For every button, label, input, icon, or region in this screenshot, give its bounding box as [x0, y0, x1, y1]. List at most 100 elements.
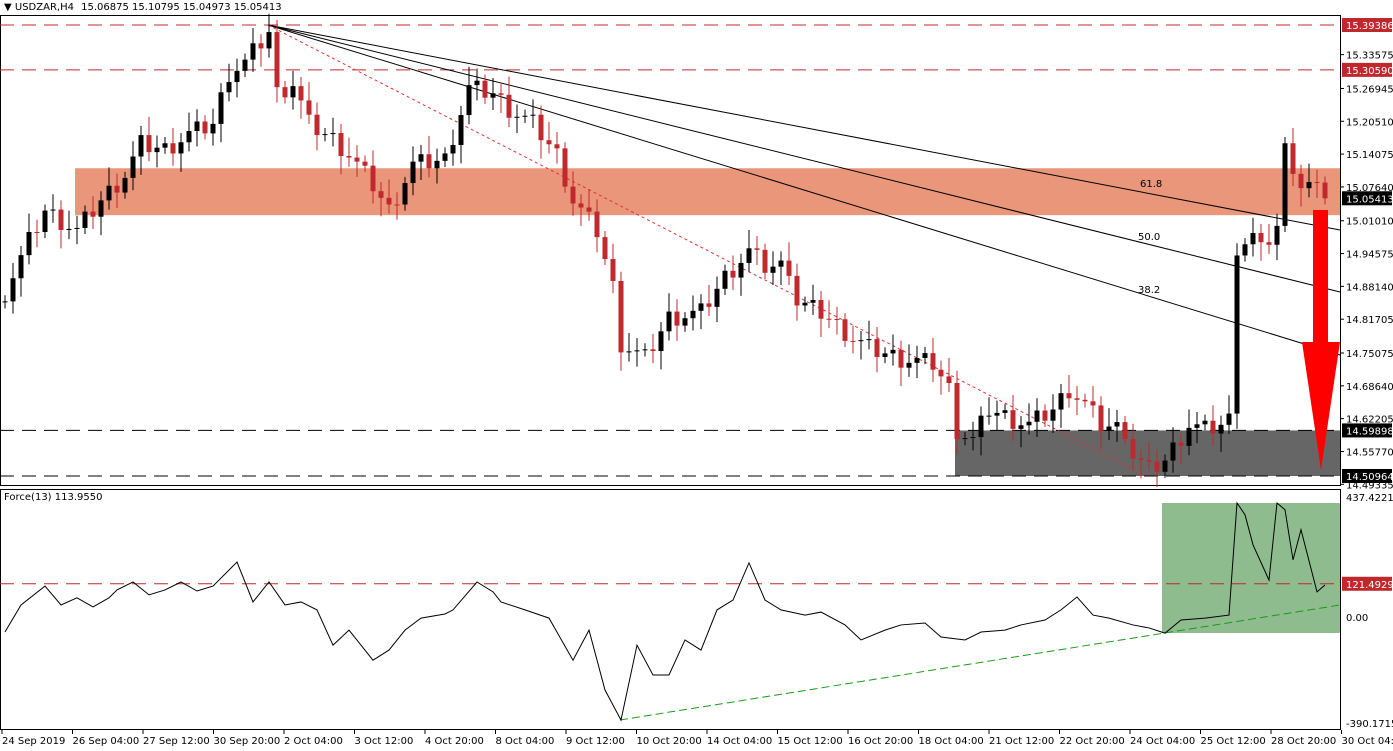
- candle-bullish: [858, 340, 864, 342]
- candle-bearish: [1154, 461, 1160, 472]
- candle-bullish: [250, 43, 256, 60]
- candle-bearish: [538, 114, 544, 141]
- candle-bearish: [826, 318, 832, 320]
- price-tick-label: 15.26945: [1346, 84, 1393, 95]
- time-tick-label: 30 Oct 04:00: [1342, 736, 1393, 747]
- candle-bullish: [42, 210, 48, 233]
- price-tick-label: 14.49335: [1346, 480, 1393, 491]
- time-tick-label: 16 Oct 20:00: [848, 736, 913, 747]
- time-tick-label: 26 Sep 04:00: [73, 736, 140, 747]
- candle-bearish: [338, 133, 344, 157]
- candle-bullish: [866, 339, 872, 341]
- price-level-label: 14.59898: [1346, 426, 1393, 437]
- time-tick-label: 22 Oct 20:00: [1060, 736, 1125, 747]
- candle-bullish: [122, 177, 128, 193]
- candle-bullish: [1026, 421, 1032, 426]
- candle-bearish: [850, 340, 856, 342]
- time-tick-label: 27 Sep 12:00: [143, 736, 210, 747]
- candle-bullish: [442, 153, 448, 161]
- candle-bearish: [786, 260, 792, 276]
- candle-bearish: [1298, 173, 1304, 189]
- candle-bearish: [1178, 442, 1184, 446]
- candle-bearish: [314, 114, 320, 136]
- force-tick-label: -390.1715: [1346, 719, 1393, 730]
- candle-bullish: [138, 135, 144, 157]
- candle-bearish: [498, 93, 504, 95]
- force-level-tag: [1342, 576, 1392, 591]
- current-price-tag: [1342, 191, 1392, 206]
- candle-bullish: [522, 115, 528, 117]
- candle-bearish: [1090, 401, 1096, 406]
- main-plot-frame: [0, 15, 1341, 486]
- candle-bullish: [130, 156, 136, 178]
- candle-bullish: [778, 260, 784, 267]
- candle-bullish: [410, 161, 416, 184]
- candle-bearish: [730, 270, 736, 278]
- fib-fan-line: [267, 24, 1341, 231]
- candle-bearish: [1258, 233, 1264, 243]
- price-tick-label: 15.07640: [1346, 183, 1393, 194]
- candle-bearish: [426, 154, 432, 169]
- candle-bullish: [466, 85, 472, 116]
- fib-fan-label: 50.0: [1138, 232, 1160, 243]
- candle-bearish: [202, 121, 208, 134]
- candle-bullish: [26, 232, 32, 256]
- candle-bearish: [874, 339, 880, 357]
- candle-bullish: [474, 80, 480, 86]
- price-level-label: 15.39386: [1346, 21, 1393, 32]
- candle-bullish: [1274, 225, 1280, 245]
- candle-bullish: [738, 262, 744, 278]
- candle-bullish: [1034, 410, 1040, 422]
- force-breakout-zone: [1162, 503, 1340, 633]
- candle-bearish: [306, 100, 312, 115]
- time-tick-label: 14 Oct 04:00: [707, 736, 772, 747]
- time-tick-label: 28 Oct 20:00: [1271, 736, 1336, 747]
- candle-bullish: [642, 349, 648, 351]
- candle-bullish: [154, 147, 160, 153]
- price-tick-label: 14.68640: [1346, 382, 1393, 393]
- candle-bearish: [1210, 420, 1216, 434]
- candle-bullish: [714, 288, 720, 307]
- candle-bullish: [330, 133, 336, 135]
- force-plot-frame: [0, 489, 1341, 730]
- candle-bullish: [810, 300, 816, 303]
- candle-bullish: [490, 93, 496, 98]
- candle-bullish: [634, 350, 640, 352]
- candle-bullish: [234, 70, 240, 83]
- candle-bullish: [658, 331, 664, 352]
- time-tick-label: 18 Oct 04:00: [919, 736, 984, 747]
- time-tick-label: 24 Sep 2019: [2, 736, 65, 747]
- candle-bullish: [922, 353, 928, 358]
- candle-bullish: [178, 142, 184, 154]
- candle-bearish: [394, 204, 400, 206]
- candle-bullish: [266, 32, 272, 49]
- candle-bearish: [1066, 393, 1072, 399]
- candle-bullish: [962, 438, 968, 440]
- candle-bullish: [450, 144, 456, 154]
- price-tick-label: 15.20510: [1346, 117, 1393, 128]
- candle-bearish: [954, 382, 960, 440]
- candle-bullish: [890, 349, 896, 354]
- fib-fan-label: 61.8: [1140, 179, 1162, 190]
- collapse-triangle-icon[interactable]: ▼: [4, 2, 12, 13]
- candle-bearish: [754, 248, 760, 250]
- candle-bullish: [106, 185, 112, 201]
- chart-header: ▼ USDZAR,H4 15.06875 15.10795 15.04973 1…: [4, 2, 282, 13]
- price-level-tag: [1342, 18, 1392, 32]
- force-trend-line-green: [619, 604, 1341, 721]
- candle-bearish: [610, 259, 616, 281]
- candle-bullish: [882, 353, 888, 357]
- candle-bullish: [1250, 233, 1256, 245]
- candle-bearish: [650, 349, 656, 352]
- candle-bullish: [242, 59, 248, 71]
- candle-bullish: [194, 121, 200, 132]
- candle-bullish: [50, 209, 56, 211]
- candle-bullish: [986, 415, 992, 417]
- candle-bearish: [1146, 460, 1152, 462]
- time-tick-label: 4 Oct 20:00: [425, 736, 484, 747]
- candle-bullish: [210, 123, 216, 134]
- candle-bullish: [514, 116, 520, 118]
- time-tick-label: 10 Oct 20:00: [637, 736, 702, 747]
- support-zone: [955, 430, 1340, 476]
